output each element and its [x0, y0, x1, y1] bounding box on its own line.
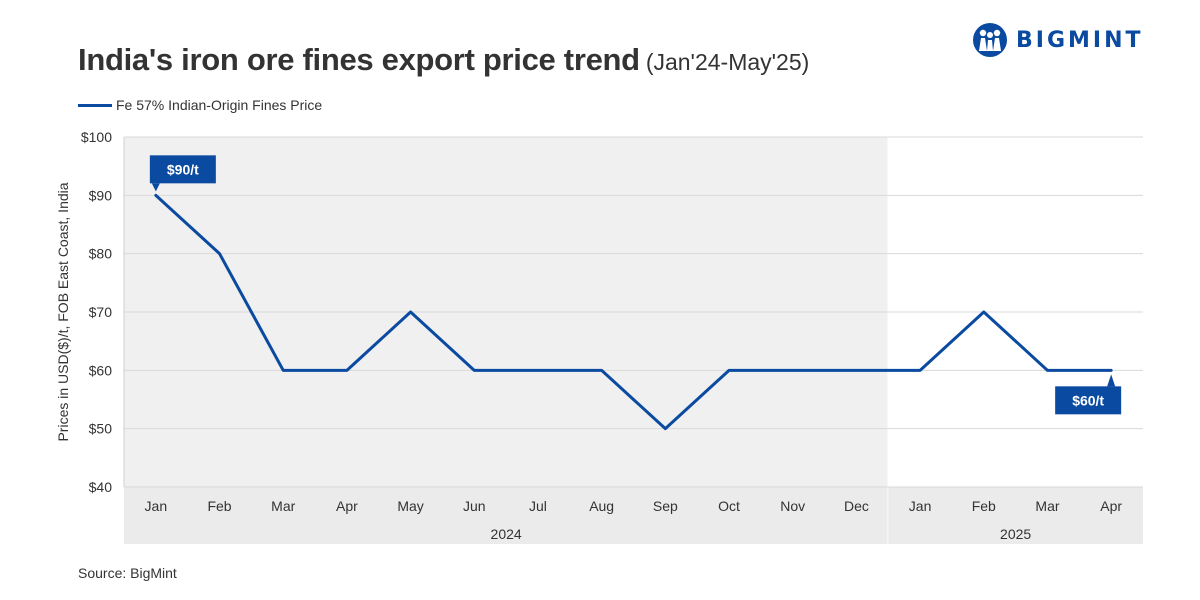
group-label-2025: 2025 [1000, 526, 1031, 542]
x-tick-label: Dec [844, 498, 869, 514]
x-tick-label: Jul [529, 498, 547, 514]
chart-legend: Fe 57% Indian-Origin Fines Price [78, 97, 322, 113]
x-tick-label: Jan [145, 498, 168, 514]
legend-label: Fe 57% Indian-Origin Fines Price [116, 97, 323, 113]
x-tick-label: Oct [718, 498, 740, 514]
brand-logo: BIGMINT [972, 22, 1144, 58]
y-tick-label: $40 [89, 479, 113, 495]
chart-title-block: India's iron ore fines export price tren… [78, 42, 809, 78]
y-tick-label: $60 [89, 362, 113, 378]
x-tick-label: Jun [463, 498, 486, 514]
y-tick-label: $80 [89, 246, 113, 262]
callout-text: $90/t [167, 161, 199, 177]
group-label-2024: 2024 [491, 526, 522, 542]
chart-title: India's iron ore fines export price tren… [78, 42, 640, 77]
x-tick-label: Feb [972, 498, 996, 514]
brand-name: BIGMINT [1016, 27, 1144, 53]
series-line [154, 193, 1113, 431]
x-tick-label: Apr [336, 498, 358, 514]
callout-text: $60/t [1072, 392, 1104, 408]
y-tick-label: $70 [89, 304, 113, 320]
callout-pointer [1107, 374, 1116, 387]
x-tick-label: Apr [1100, 498, 1122, 514]
callout-pointer [151, 183, 160, 192]
chart-subtitle: (Jan'24-May'25) [645, 49, 810, 75]
x-tick-label: Feb [207, 498, 231, 514]
y-tick-label: $50 [89, 421, 113, 437]
callout-box [149, 155, 216, 184]
y-tick-label: $100 [81, 129, 112, 145]
x-tick-label: Jan [909, 498, 932, 514]
bigmint-logo-icon [973, 23, 1007, 57]
x-tick-label: Sep [653, 498, 678, 514]
callout-label: $90/t [149, 155, 216, 192]
x-tick-label: Mar [1035, 498, 1059, 514]
axis-band-2024 [124, 487, 889, 544]
x-tick-label: Nov [780, 498, 805, 514]
source-note: Source: BigMint [78, 565, 177, 581]
callout-label: $60/t [1055, 374, 1122, 415]
x-tick-label: May [397, 498, 423, 514]
x-tick-label: Aug [589, 498, 614, 514]
y-axis-title: Prices in USD($)/t, FOB East Coast, Indi… [55, 182, 71, 441]
y-tick-label: $90 [89, 187, 113, 203]
callout-box [1055, 386, 1122, 415]
axis-band-2025 [888, 487, 1143, 544]
x-tick-label: Mar [271, 498, 295, 514]
legend-swatch [78, 103, 112, 107]
